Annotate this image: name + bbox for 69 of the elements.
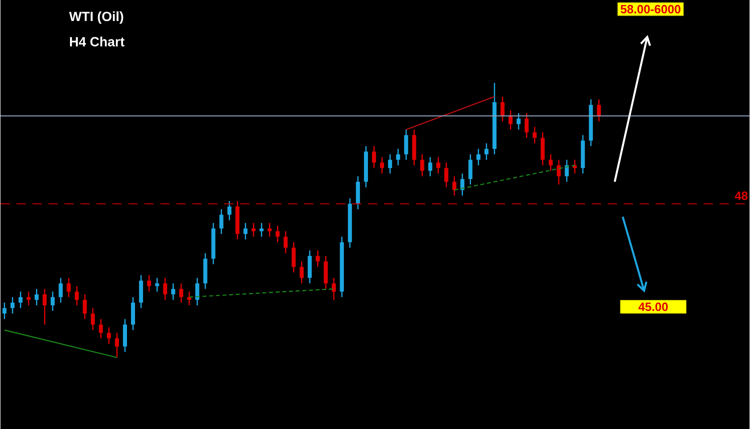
candlestick: [26, 290, 31, 306]
candlestick: [324, 255, 328, 290]
candlestick: [106, 326, 111, 344]
candlestick: [476, 148, 480, 166]
candlestick: [122, 318, 127, 352]
candlestick: [251, 222, 256, 238]
candlestick: [436, 156, 440, 174]
candlestick: [300, 260, 304, 284]
candlestick: [444, 162, 448, 188]
candlestick: [227, 200, 232, 221]
chart-subtitle: H4 Chart: [70, 36, 124, 46]
text: 45.00: [638, 302, 668, 311]
candlestick: [292, 241, 296, 273]
candlestick: [404, 128, 408, 160]
chart-title: WTI (Oil): [69, 11, 124, 24]
candlestick: [380, 156, 384, 174]
candlestick: [556, 158, 561, 185]
candlestick: [139, 274, 144, 308]
candlestick: [98, 318, 103, 339]
candlestick: [596, 98, 601, 122]
candlestick: [372, 145, 376, 168]
candlestick: [260, 222, 264, 238]
candlestick: [548, 153, 553, 172]
candlestick: [10, 296, 15, 314]
candlestick: [58, 277, 63, 303]
candlestick: [532, 126, 537, 144]
candlestick: [308, 250, 312, 284]
candlestick: [396, 148, 400, 166]
candlestick: [114, 332, 119, 358]
candlestick: [42, 288, 47, 325]
candlestick: [50, 290, 55, 312]
candlestick: [564, 158, 569, 182]
candlestick: [147, 274, 152, 292]
candlestick: [516, 112, 521, 130]
candlestick: [82, 294, 87, 320]
candlestick: [484, 142, 488, 160]
candlestick: [460, 172, 464, 196]
candlestick: [74, 285, 79, 306]
candlestick: [388, 153, 392, 174]
candlestick: [66, 277, 71, 298]
candlestick: [155, 277, 160, 292]
text: 48: [734, 191, 748, 200]
candlestick: [90, 307, 95, 330]
candlestick: [524, 112, 529, 138]
text: 58.00-6000: [620, 4, 680, 14]
candlestick: [276, 224, 280, 243]
candlestick: [219, 208, 224, 234]
candlestick: [34, 288, 39, 306]
candlestick: [420, 153, 424, 177]
candlestick: [508, 110, 513, 130]
candlestick: [332, 277, 336, 300]
candlestick: [500, 96, 505, 122]
candlestick: [179, 282, 184, 303]
candlestick: [540, 132, 545, 166]
candlestick: [2, 302, 6, 320]
candlestick: [316, 250, 320, 268]
candlestick: [18, 290, 23, 308]
candlestick: [468, 153, 472, 185]
candlestick: [452, 175, 456, 196]
candlestick: [428, 156, 432, 177]
candlestick: [356, 175, 360, 210]
candlestick: [163, 277, 168, 300]
candlestick: [171, 282, 176, 300]
candlestick: [131, 296, 136, 330]
candlestick: [268, 222, 272, 238]
candlestick: [187, 290, 192, 306]
candlestick: [195, 277, 200, 306]
candlestick: [243, 222, 248, 240]
candlestick: [284, 230, 288, 254]
